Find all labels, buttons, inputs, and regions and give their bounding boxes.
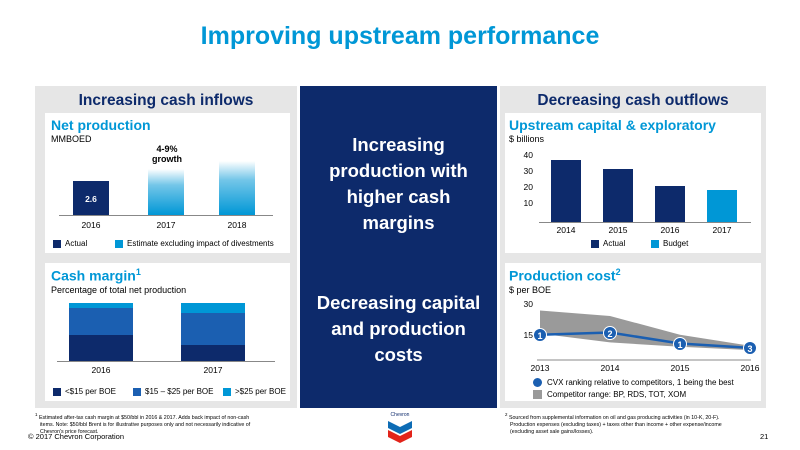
competitor-range-band [540, 310, 750, 351]
capex-ytick-10: 10 [523, 198, 533, 208]
footnote-right: 2 Sourced from supplemental information … [505, 412, 722, 435]
rank-badge-2014: 2 [603, 325, 617, 340]
legend-mid-margin: $15 – $25 per BOE [133, 387, 214, 396]
center-panel: Increasing production with higher cash m… [300, 86, 497, 408]
left-panel: Increasing cash inflows Net production M… [35, 86, 297, 408]
cash-margin-box: Cash margin1 Percentage of total net pro… [45, 263, 290, 401]
production-cost-title: Production cost2 [509, 267, 621, 284]
net-production-tick-2016: 2016 [81, 220, 101, 230]
production-cost-ytick-30: 30 [523, 299, 533, 309]
copyright: © 2017 Chevron Corporation [28, 432, 124, 441]
legend-competitor-range: Competitor range: BP, RDS, TOT, XOM [533, 390, 686, 399]
capex-ytick-30: 30 [523, 166, 533, 176]
cash-margin-2016-low [69, 335, 133, 361]
capex-tick-2014: 2014 [556, 225, 576, 235]
legend-gray-swatch [533, 390, 542, 399]
legend-swatch-estimate [115, 239, 123, 248]
capex-unit: $ billions [509, 134, 545, 144]
net-production-value-label: 2.6 [85, 194, 97, 204]
net-production-bar-2018 [219, 161, 255, 215]
right-panel-header: Decreasing cash outflows [537, 92, 729, 109]
capex-bar-2016 [655, 186, 685, 222]
legend-actual: Actual [53, 239, 87, 248]
rank-badge-2013: 1 [533, 327, 547, 342]
left-panel-header: Increasing cash inflows [78, 92, 254, 109]
capex-ytick-20: 20 [523, 182, 533, 192]
capex-bar-2014 [551, 160, 581, 222]
cvx-cost-line [539, 331, 751, 350]
net-production-title: Net production [51, 117, 151, 133]
capex-bar-2015 [603, 169, 633, 222]
net-production-bar-2016 [73, 181, 109, 215]
cash-margin-2016-high [69, 303, 133, 308]
footnote-left: 1 Estimated after-tax cash margin at $50… [35, 412, 251, 435]
capex-ytick-40: 40 [523, 150, 533, 160]
cash-margin-tick-2016: 2016 [91, 365, 111, 375]
right-panel: Decreasing cash outflows Upstream capita… [500, 86, 766, 408]
production-cost-tick-2014: 2014 [600, 363, 620, 373]
capex-title: Upstream capital & exploratory [509, 117, 716, 133]
net-production-tick-2018: 2018 [227, 220, 247, 230]
capex-tick-2017: 2017 [712, 225, 732, 235]
legend-estimate: Estimate excluding impact of divestments [115, 239, 274, 248]
capex-tick-2015: 2015 [608, 225, 628, 235]
cash-margin-2017-mid [181, 313, 245, 345]
legend-low-margin: <$15 per BOE [53, 387, 116, 396]
cash-margin-title: Cash margin1 [51, 267, 141, 284]
legend-high-margin: >$25 per BOE [223, 387, 286, 396]
page-number: 21 [760, 432, 769, 441]
cash-margin-axis [57, 361, 275, 362]
production-cost-chart [537, 310, 751, 361]
rank-badge-2015: 1 [673, 336, 687, 351]
production-cost-tick-2013: 2013 [530, 363, 550, 373]
net-production-tick-2017: 2017 [156, 220, 176, 230]
cash-margin-tick-2017: 2017 [203, 365, 223, 375]
production-cost-ytick-15: 15 [523, 330, 533, 340]
capex-bar-2017 [707, 190, 737, 222]
capex-box: Upstream capital & exploratory $ billion… [505, 113, 761, 253]
cash-margin-2016-mid [69, 308, 133, 335]
capex-axis [539, 222, 751, 223]
legend-cvx-ranking: CVX ranking relative to competitors, 1 b… [533, 378, 734, 387]
production-cost-tick-2015: 2015 [670, 363, 690, 373]
legend-capex-budget: Budget [651, 239, 688, 248]
chevron-logo: Chevron [382, 412, 418, 446]
legend-swatch-actual [53, 239, 61, 248]
production-cost-tick-2016: 2016 [740, 363, 760, 373]
growth-label: 4-9% growth [152, 144, 182, 164]
capex-tick-2016: 2016 [660, 225, 680, 235]
net-production-axis [59, 215, 273, 216]
production-cost-unit: $ per BOE [509, 285, 552, 295]
legend-circle-icon [533, 378, 542, 387]
slide-title: Improving upstream performance [200, 22, 600, 50]
net-production-unit: MMBOED [51, 134, 92, 144]
cash-margin-2017-high [181, 303, 245, 313]
rank-badge-2016: 3 [743, 340, 757, 355]
net-production-box: Net production MMBOED 4-9% growth 2.6 20… [45, 113, 290, 253]
center-text-outflows: Decreasing capital and production costs [316, 292, 481, 365]
cash-margin-unit: Percentage of total net production [51, 285, 187, 295]
legend-capex-actual: Actual [591, 239, 625, 248]
chevron-logo-icon [388, 421, 412, 443]
net-production-bar-2017 [148, 169, 184, 215]
center-text-inflows: Increasing production with higher cash m… [329, 134, 468, 233]
production-cost-box: Production cost2 $ per BOE 30 15 1 2 1 3 20… [505, 263, 761, 401]
cash-margin-2017-low [181, 345, 245, 361]
